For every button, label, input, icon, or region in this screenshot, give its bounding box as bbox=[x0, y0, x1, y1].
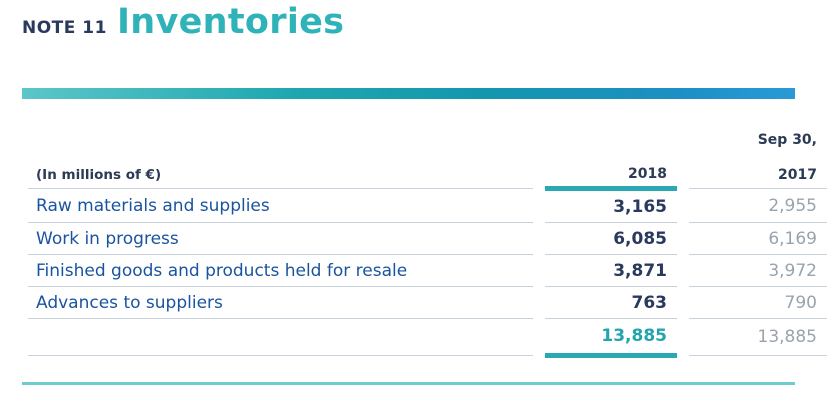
table-header-year-row: (In millions of €) 2018 2017 bbox=[28, 162, 827, 191]
row-label: Work in progress bbox=[28, 222, 533, 255]
table-header-date-row: Sep 30, bbox=[28, 118, 827, 162]
table-row: Finished goods and products held for res… bbox=[28, 254, 827, 287]
row-value-previous: 3,972 bbox=[689, 254, 827, 287]
total-value-previous: 13,885 bbox=[689, 318, 827, 356]
table-row: Work in progress 6,085 6,169 bbox=[28, 222, 827, 255]
row-value-current: 3,165 bbox=[545, 188, 677, 223]
row-label: Finished goods and products held for res… bbox=[28, 254, 533, 287]
date-header-current bbox=[545, 118, 677, 162]
row-label: Raw materials and supplies bbox=[28, 188, 533, 223]
unit-label: (In millions of €) bbox=[28, 162, 533, 189]
year-header-previous: 2017 bbox=[689, 162, 827, 189]
year-header-current: 2018 bbox=[545, 162, 677, 191]
row-label: Advances to suppliers bbox=[28, 286, 533, 319]
header-divider-bar bbox=[22, 88, 795, 99]
table-row: Advances to suppliers 763 790 bbox=[28, 286, 827, 319]
date-header-previous: Sep 30, bbox=[757, 132, 817, 148]
total-value-current: 13,885 bbox=[545, 318, 677, 358]
total-row: 13,885 13,885 bbox=[28, 318, 827, 358]
note-number: NOTE 11 bbox=[22, 18, 107, 38]
row-value-previous: 790 bbox=[689, 286, 827, 319]
inventories-table: Sep 30, (In millions of €) 2018 2017 Raw… bbox=[28, 118, 827, 358]
row-value-current: 763 bbox=[545, 286, 677, 319]
footer-divider bbox=[22, 382, 795, 385]
row-value-previous: 6,169 bbox=[689, 222, 827, 255]
page-title: Inventories bbox=[116, 2, 345, 42]
total-label bbox=[28, 318, 533, 356]
note-heading: NOTE 11 Inventories bbox=[22, 2, 344, 42]
row-value-previous: 2,955 bbox=[689, 188, 827, 223]
row-value-current: 6,085 bbox=[545, 222, 677, 255]
row-value-current: 3,871 bbox=[545, 254, 677, 287]
table-row: Raw materials and supplies 3,165 2,955 bbox=[28, 188, 827, 223]
